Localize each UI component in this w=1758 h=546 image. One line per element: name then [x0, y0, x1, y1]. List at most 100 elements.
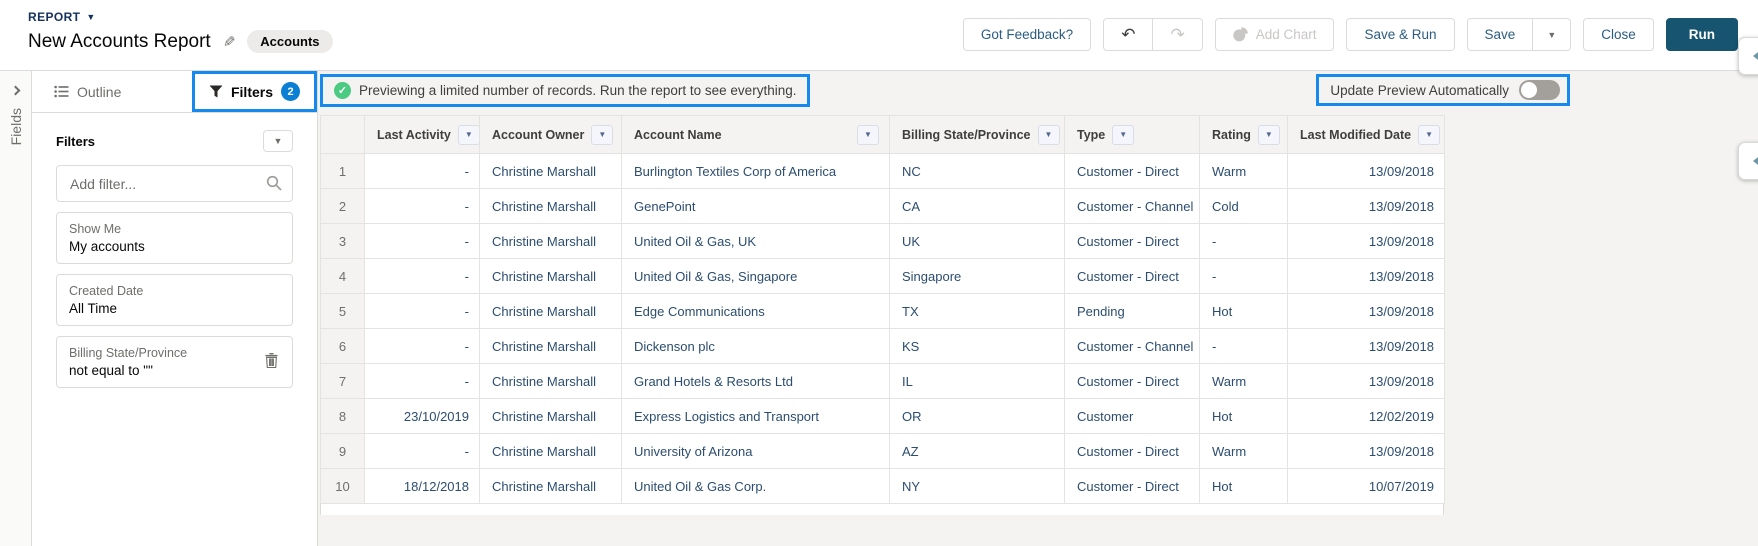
- cell-type: Customer - Direct: [1064, 223, 1200, 259]
- cell-account_owner: Christine Marshall: [479, 258, 622, 294]
- cell-account_name: GenePoint: [621, 188, 890, 224]
- tab-filters[interactable]: Filters 2: [191, 71, 317, 112]
- redo-icon: ↷: [1170, 24, 1185, 45]
- collapse-panel-button[interactable]: [1738, 142, 1758, 180]
- column-header-account_name[interactable]: Account Name ▼: [621, 115, 890, 154]
- main-content: Fields Outline Filters 2 Filters ▼: [0, 70, 1758, 546]
- add-filter-input[interactable]: [56, 165, 293, 202]
- filters-options-button[interactable]: ▼: [263, 130, 293, 152]
- page-title: New Accounts Report: [28, 30, 211, 52]
- chevron-down-icon: ▼: [1264, 130, 1273, 139]
- column-menu-button[interactable]: ▼: [857, 124, 879, 145]
- cell-last_modified: 13/09/2018: [1287, 153, 1445, 189]
- fields-rail-toggle[interactable]: Fields: [0, 71, 32, 546]
- delete-filter-button[interactable]: [263, 351, 280, 373]
- filter-field-label: Created Date: [69, 284, 144, 298]
- add-chart-button: Add Chart: [1214, 18, 1335, 51]
- table-row: 9- Christine Marshall University of Arizon…: [320, 433, 1445, 469]
- fields-rail-label: Fields: [7, 108, 24, 146]
- cell-type: Pending: [1064, 293, 1200, 329]
- filter-card[interactable]: Show Me My accounts: [56, 212, 293, 264]
- cell-billing_state: NC: [889, 153, 1065, 189]
- chevron-right-icon: [10, 85, 21, 96]
- column-header-last_activity[interactable]: Last Activity ▼: [364, 115, 480, 154]
- chevron-down-icon: ▼: [273, 136, 283, 146]
- column-menu-button[interactable]: ▼: [1112, 124, 1135, 145]
- table-header-row: Last Activity ▼ Account Owner ▼ Account Name…: [320, 115, 1445, 154]
- cell-account_name: Express Logistics and Transport: [621, 398, 890, 434]
- cell-last_modified: 12/02/2019: [1287, 398, 1445, 434]
- column-header-billing_state[interactable]: Billing State/Province ▼: [889, 115, 1065, 154]
- cell-rating: Warm: [1199, 433, 1288, 469]
- cell-billing_state: TX: [889, 293, 1065, 329]
- table-row: 4- Christine Marshall United Oil & Gas, Si…: [320, 258, 1445, 294]
- cell-billing_state: UK: [889, 223, 1065, 259]
- cell-account_name: Burlington Textiles Corp of America: [621, 153, 890, 189]
- row-number: 9: [320, 433, 365, 469]
- cell-last_modified: 13/09/2018: [1287, 258, 1445, 294]
- cell-last_activity: -: [364, 293, 480, 329]
- triangle-left-icon: [1752, 49, 1758, 63]
- cell-account_owner: Christine Marshall: [479, 398, 622, 434]
- row-number: 3: [320, 223, 365, 259]
- column-header-account_owner[interactable]: Account Owner ▼: [479, 115, 622, 154]
- preview-header: ✓ Previewing a limited number of records…: [318, 71, 1758, 113]
- row-number-header: [320, 115, 365, 154]
- cell-account_owner: Christine Marshall: [479, 363, 622, 399]
- check-circle-icon: ✓: [334, 82, 351, 99]
- cell-last_activity: -: [364, 223, 480, 259]
- chevron-down-icon: ▼: [1119, 130, 1128, 139]
- cell-rating: Warm: [1199, 363, 1288, 399]
- column-header-last_modified[interactable]: Last Modified Date ▼: [1287, 115, 1445, 154]
- cell-rating: Warm: [1199, 153, 1288, 189]
- cell-type: Customer - Direct: [1064, 153, 1200, 189]
- tab-outline[interactable]: Outline: [32, 71, 192, 112]
- report-type-label: REPORT: [28, 10, 81, 24]
- column-menu-button[interactable]: ▼: [457, 124, 479, 145]
- row-number: 5: [320, 293, 365, 329]
- filter-card[interactable]: Billing State/Province not equal to "": [56, 336, 293, 388]
- row-number: 10: [320, 468, 365, 504]
- cell-account_name: United Oil & Gas, Singapore: [621, 258, 890, 294]
- save-menu-button[interactable]: ▼: [1532, 18, 1572, 51]
- cell-billing_state: NY: [889, 468, 1065, 504]
- filters-panel-body: Filters ▼ Show Me My accounts Created Date…: [32, 113, 317, 398]
- cell-account_name: Dickenson plc: [621, 328, 890, 364]
- got-feedback-button[interactable]: Got Feedback?: [962, 18, 1092, 51]
- undo-button[interactable]: ↶: [1103, 18, 1153, 51]
- row-number: 7: [320, 363, 365, 399]
- cell-account_name: United Oil & Gas, UK: [621, 223, 890, 259]
- table-row: 5- Christine Marshall Edge Communications T…: [320, 293, 1445, 329]
- cell-type: Customer - Direct: [1064, 258, 1200, 294]
- save-and-run-button[interactable]: Save & Run: [1346, 18, 1455, 51]
- column-menu-button[interactable]: ▼: [1037, 124, 1060, 145]
- cell-last_modified: 13/09/2018: [1287, 363, 1445, 399]
- column-header-rating[interactable]: Rating ▼: [1199, 115, 1288, 154]
- object-badge: Accounts: [247, 30, 333, 53]
- cell-rating: -: [1199, 328, 1288, 364]
- filters-heading: Filters: [56, 133, 96, 149]
- filter-card-list: Show Me My accounts Created Date All Time Bi…: [56, 212, 293, 388]
- column-menu-button[interactable]: ▼: [1418, 124, 1441, 145]
- auto-update-label: Update Preview Automatically: [1330, 82, 1509, 98]
- report-type-menu[interactable]: REPORT ▼: [28, 10, 333, 24]
- row-number: 1: [320, 153, 365, 189]
- table-row: 1- Christine Marshall Burlington Textiles …: [320, 153, 1445, 189]
- save-button[interactable]: Save: [1466, 18, 1533, 51]
- cell-last_activity: 23/10/2019: [364, 398, 480, 434]
- run-button[interactable]: Run: [1665, 18, 1738, 51]
- cell-last_modified: 13/09/2018: [1287, 328, 1445, 364]
- column-header-type[interactable]: Type ▼: [1064, 115, 1200, 154]
- collapse-panel-button[interactable]: [1738, 37, 1758, 75]
- filter-card[interactable]: Created Date All Time: [56, 274, 293, 326]
- cell-rating: Cold: [1199, 188, 1288, 224]
- close-button[interactable]: Close: [1583, 18, 1654, 51]
- chevron-down-icon: ▼: [464, 130, 473, 139]
- panel-tabs: Outline Filters 2: [32, 71, 317, 113]
- column-menu-button[interactable]: ▼: [1257, 124, 1280, 145]
- auto-update-toggle[interactable]: [1519, 80, 1560, 100]
- column-menu-button[interactable]: ▼: [591, 124, 614, 145]
- cell-last_activity: -: [364, 188, 480, 224]
- edit-title-pencil-icon[interactable]: ✎: [222, 32, 236, 51]
- auto-update-control: Update Preview Automatically: [1316, 74, 1570, 106]
